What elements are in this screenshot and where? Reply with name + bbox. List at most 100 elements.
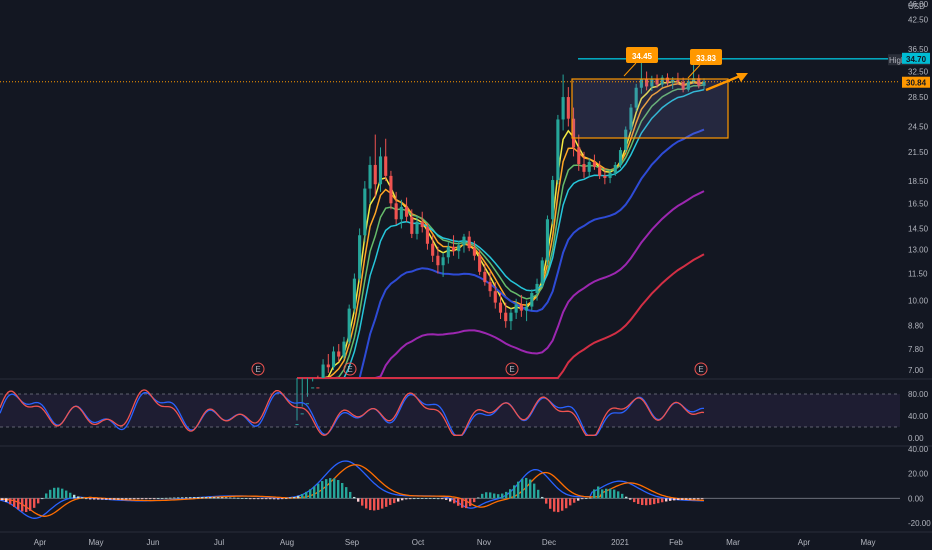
candle-body <box>451 246 456 252</box>
macd-histogram-bar <box>617 491 620 499</box>
time-axis-label: Feb <box>669 538 683 547</box>
candle-body <box>493 291 497 303</box>
time-axis-label: 2021 <box>611 538 629 547</box>
price-axis-label: 11.50 <box>908 269 928 278</box>
macd-histogram-bar <box>549 498 552 509</box>
macd-histogram-bar <box>133 498 136 500</box>
macd-histogram-bar <box>461 498 464 508</box>
macd-histogram-bar <box>81 497 84 499</box>
macd-histogram-bar <box>413 498 416 500</box>
high-tag-label: High <box>889 56 905 65</box>
macd-histogram-bar <box>389 498 392 505</box>
candle-body <box>399 206 403 220</box>
candle-body <box>415 221 419 234</box>
macd-histogram-bar <box>597 486 600 499</box>
candle-body <box>483 271 487 283</box>
earnings-marker-label: E <box>698 365 703 374</box>
time-axis-label: May <box>860 538 875 547</box>
price-axis-label: 7.00 <box>908 366 924 375</box>
macd-histogram-bar <box>385 498 388 507</box>
macd-histogram-bar <box>509 489 512 499</box>
resistance-tag-label: 34.70 <box>906 55 927 64</box>
macd-histogram-bar <box>421 498 424 499</box>
macd-histogram-bar <box>341 483 344 499</box>
macd-histogram-bar <box>489 492 492 499</box>
macd-histogram-bar <box>373 498 376 511</box>
candle-body <box>598 166 602 176</box>
candle-body <box>446 246 450 258</box>
candle-body <box>509 312 513 322</box>
price-callout <box>690 49 722 65</box>
macd-histogram-bar <box>185 497 188 499</box>
macd-histogram-bar <box>217 497 220 499</box>
candle-body <box>504 312 508 322</box>
macd-histogram-bar <box>249 498 252 500</box>
macd-histogram-bar <box>173 497 176 499</box>
macd-histogram-bar <box>105 498 108 500</box>
price-axis-label: 24.50 <box>908 122 929 131</box>
macd-histogram-bar <box>569 498 572 506</box>
time-axis-label: Nov <box>477 538 491 547</box>
macd-histogram-bar <box>521 478 524 499</box>
macd-histogram-bar <box>265 498 268 500</box>
macd-histogram-bar <box>565 498 568 509</box>
macd-histogram-bar <box>101 498 104 500</box>
candle-body <box>702 81 706 86</box>
macd-histogram-bar <box>261 498 264 500</box>
last-price-tag-label: 30.84 <box>906 79 927 88</box>
candle-body <box>410 216 414 234</box>
macd-histogram-bar <box>21 498 24 512</box>
candle-body <box>613 164 617 173</box>
rsi-band <box>0 394 900 427</box>
macd-histogram-bar <box>401 498 404 501</box>
macd-histogram-bar <box>97 498 100 500</box>
candle-body <box>331 351 336 368</box>
macd-histogram-bar <box>497 494 500 499</box>
time-axis-label: Apr <box>798 538 811 547</box>
candle-body <box>347 308 351 342</box>
macd-histogram-bar <box>297 495 300 499</box>
price-axis-label: 32.50 <box>908 68 929 77</box>
macd-histogram-bar <box>657 498 660 504</box>
macd-histogram-bar <box>321 481 324 499</box>
macd-histogram-bar <box>361 498 364 506</box>
candle-body <box>571 118 576 148</box>
macd-histogram-bar <box>329 478 332 499</box>
price-axis-label: 18.50 <box>908 177 929 186</box>
macd-histogram-bar <box>109 498 112 500</box>
price-callout-label: 33.83 <box>696 54 717 63</box>
macd-histogram-bar <box>369 498 372 511</box>
macd-histogram-bar <box>613 489 616 499</box>
candle-body <box>389 175 393 204</box>
ma-orange-line <box>297 81 705 379</box>
macd-axis-label: 40.00 <box>908 445 929 454</box>
price-callout <box>626 47 658 63</box>
macd-histogram-bar <box>157 498 160 500</box>
macd-histogram-bar <box>285 498 288 500</box>
time-axis-label: Jun <box>147 538 160 547</box>
macd-histogram-bar <box>381 498 384 509</box>
macd-histogram-bar <box>45 493 48 499</box>
breakout-arrow-head <box>736 73 748 82</box>
macd-histogram-bar <box>93 498 96 500</box>
time-axis-label: May <box>88 538 103 547</box>
price-axis-label: 8.80 <box>908 322 924 331</box>
macd-histogram-bar <box>221 497 224 499</box>
candle-body <box>525 306 529 311</box>
macd-histogram-bar <box>37 498 40 504</box>
macd-histogram-bar <box>189 497 192 499</box>
candle-body <box>665 77 670 83</box>
macd-histogram-bar <box>317 483 320 499</box>
macd-histogram-bar <box>9 498 12 505</box>
candle-body <box>472 248 476 256</box>
high-tag-bg <box>888 54 902 66</box>
macd-axis-label: 20.00 <box>908 470 929 479</box>
candle-body <box>431 243 435 256</box>
macd-histogram-bar <box>525 477 528 499</box>
candle-body <box>577 147 581 164</box>
candle-body <box>691 78 696 82</box>
macd-histogram-bar <box>465 498 468 509</box>
candle-body <box>519 304 523 311</box>
macd-histogram-bar <box>65 490 68 499</box>
